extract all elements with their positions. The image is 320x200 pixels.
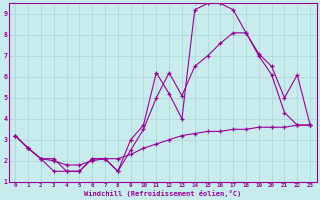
X-axis label: Windchill (Refroidissement éolien,°C): Windchill (Refroidissement éolien,°C) <box>84 190 241 197</box>
